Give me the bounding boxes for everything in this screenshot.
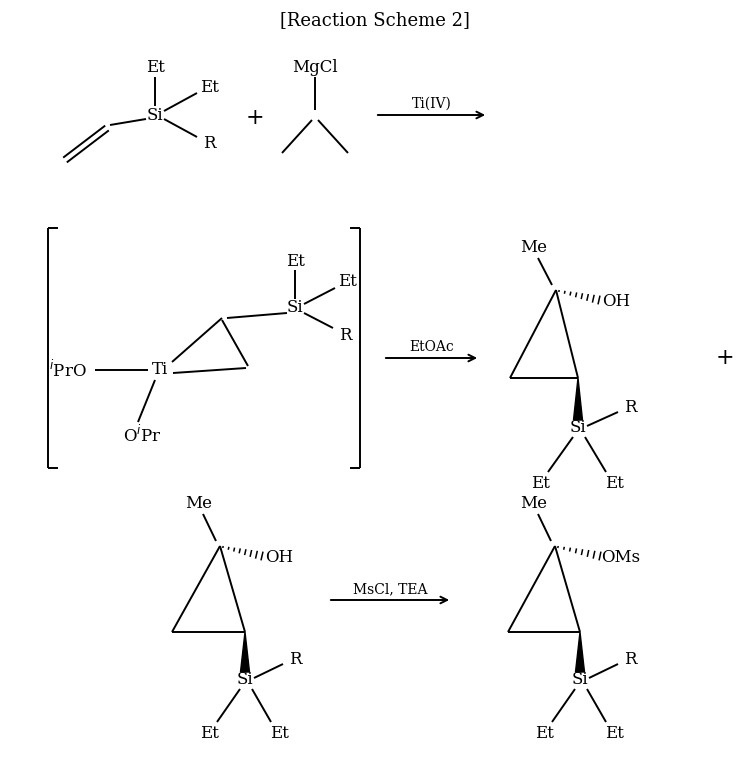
Text: Et: Et: [286, 253, 304, 270]
Text: +: +: [716, 347, 734, 369]
Polygon shape: [241, 632, 250, 672]
Text: OMs: OMs: [602, 549, 640, 567]
Text: Si: Si: [237, 672, 254, 689]
Text: Ti(IV): Ti(IV): [412, 97, 452, 111]
Text: Si: Si: [570, 420, 586, 437]
Text: MgCl: MgCl: [292, 58, 338, 76]
Text: $^i$PrO: $^i$PrO: [50, 359, 87, 381]
Text: O$^i$Pr: O$^i$Pr: [123, 424, 161, 446]
Text: Et: Et: [269, 725, 289, 742]
Text: EtOAc: EtOAc: [410, 340, 454, 354]
Text: Me: Me: [520, 496, 548, 512]
Text: Et: Et: [530, 476, 550, 493]
Text: Et: Et: [200, 725, 218, 742]
Text: Et: Et: [200, 80, 218, 97]
Text: R: R: [202, 136, 215, 152]
Text: R: R: [624, 400, 636, 417]
Text: Et: Et: [604, 725, 623, 742]
Text: OH: OH: [602, 293, 630, 310]
Text: Me: Me: [185, 496, 212, 512]
Text: Et: Et: [604, 476, 623, 493]
Text: Ti: Ti: [152, 362, 168, 378]
Text: OH: OH: [265, 549, 293, 567]
Text: Et: Et: [338, 273, 356, 290]
Text: Si: Si: [286, 300, 303, 316]
Text: Si: Si: [147, 106, 164, 123]
Text: [Reaction Scheme 2]: [Reaction Scheme 2]: [280, 11, 470, 29]
Text: Si: Si: [572, 672, 588, 689]
Text: Et: Et: [146, 60, 164, 77]
Text: MsCl, TEA: MsCl, TEA: [352, 582, 428, 596]
Text: Me: Me: [520, 240, 548, 257]
Text: R: R: [624, 652, 636, 669]
Polygon shape: [575, 632, 584, 672]
Text: R: R: [339, 328, 351, 345]
Text: +: +: [246, 107, 264, 129]
Text: R: R: [289, 652, 302, 669]
Text: Et: Et: [535, 725, 554, 742]
Polygon shape: [574, 378, 583, 420]
